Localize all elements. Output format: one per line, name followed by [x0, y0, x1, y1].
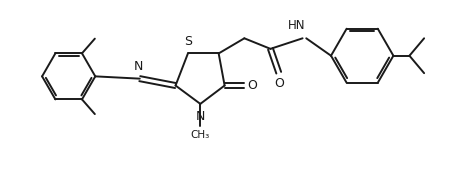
- Text: CH₃: CH₃: [191, 130, 210, 139]
- Text: O: O: [275, 77, 285, 90]
- Text: HN: HN: [288, 19, 306, 32]
- Text: O: O: [248, 79, 257, 92]
- Text: N: N: [134, 60, 144, 73]
- Text: N: N: [196, 110, 205, 123]
- Text: S: S: [184, 35, 192, 48]
